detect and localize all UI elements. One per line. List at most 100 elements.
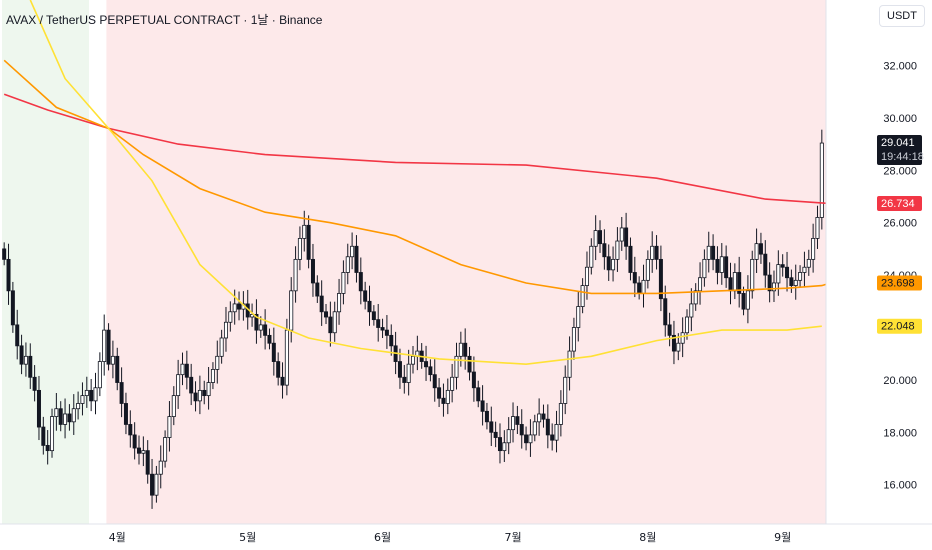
candle-body [158,460,163,475]
candle-body [150,473,155,496]
candle-body [350,245,355,258]
candle-body [663,298,668,326]
candle-body [154,473,159,496]
candle-body [84,389,89,397]
candle-body [315,282,320,297]
candle-body [363,290,368,302]
candle-body [645,258,650,281]
price-label-bg [877,318,922,334]
price-label: 26.734 [881,198,915,210]
candle-body [589,245,594,268]
candle-body [502,442,507,452]
candle-body [454,355,459,378]
candle-body [745,290,750,310]
candle-body [136,447,141,454]
candle-body [410,355,415,365]
candle-body [132,434,137,449]
candle-body [437,387,442,399]
candle-body [458,342,463,357]
candle-body [89,389,94,402]
candle-body [680,332,685,344]
y-tick-label: 18.000 [883,427,917,439]
x-tick-label: 9월 [774,531,791,544]
symbol-title[interactable]: AVAX / TetherUS PERPETUAL CONTRACT · 1날 … [6,13,323,27]
candle-body [397,361,402,378]
price-label-bg [877,275,922,291]
candle-body [706,245,711,260]
candle-body [771,282,776,292]
candle-body [402,376,407,383]
candle-body [537,413,542,423]
candle-body [793,279,798,286]
candle-body [337,293,342,313]
candle-body [798,272,803,281]
price-axis [826,0,932,550]
candle-body [254,313,259,331]
candle-body [271,342,276,362]
candle-body [45,444,50,452]
candle-body [180,363,185,376]
candle-body [284,329,289,386]
x-tick-label: 5월 [239,531,256,544]
candle-body [106,329,111,365]
candle-body [293,258,298,292]
candle-body [732,272,737,292]
candle-body [141,450,146,454]
candle-body [41,426,46,446]
candle-body [223,321,228,339]
candle-body [128,424,133,436]
candle-body [598,230,603,245]
candle-body [341,272,346,294]
candle-body [23,355,28,365]
candle-body [36,389,41,428]
candle-body [593,230,598,247]
candle-body [693,290,698,305]
candle-body [819,142,824,218]
candle-body [189,376,194,394]
candle-body [554,424,559,441]
candle-body [258,324,263,331]
price-label: 22.048 [881,321,915,333]
candle-body [489,421,494,433]
candle-body [519,424,524,436]
candle-body [445,389,450,404]
candle-body [493,431,498,438]
candle-body [497,437,502,452]
candle-body [632,272,637,284]
candle-body [184,363,189,378]
candle-body [750,258,755,292]
candle-body [50,416,55,452]
currency-button[interactable]: USDT [879,5,925,27]
candle-body [450,376,455,391]
x-tick-label: 6월 [374,531,391,544]
candle-body [463,342,468,357]
candle-body [671,334,676,352]
candle-body [737,272,742,294]
candle-body [763,253,768,276]
candle-body [145,450,150,475]
background-zone-green [1,0,89,524]
candle-body [550,434,555,441]
candle-body [232,303,237,313]
candle-body [541,413,546,420]
candle-body [332,311,337,334]
candle-body [767,274,772,292]
candle-body [280,376,285,386]
candle-body [354,245,359,273]
candle-body [776,264,781,284]
candle-body [698,277,703,292]
candle-body [802,266,807,273]
x-tick-label: 4월 [109,531,126,544]
candle-body [654,245,659,260]
candle-body [441,397,446,404]
candle-body [345,256,350,273]
candle-body [71,408,76,423]
candle-body [263,324,268,336]
candle-body [119,382,124,404]
candle-body [467,355,472,373]
y-tick-label: 32.000 [883,61,917,73]
candle-body [506,429,511,444]
candle-body [358,272,363,292]
candle-body [267,334,272,344]
